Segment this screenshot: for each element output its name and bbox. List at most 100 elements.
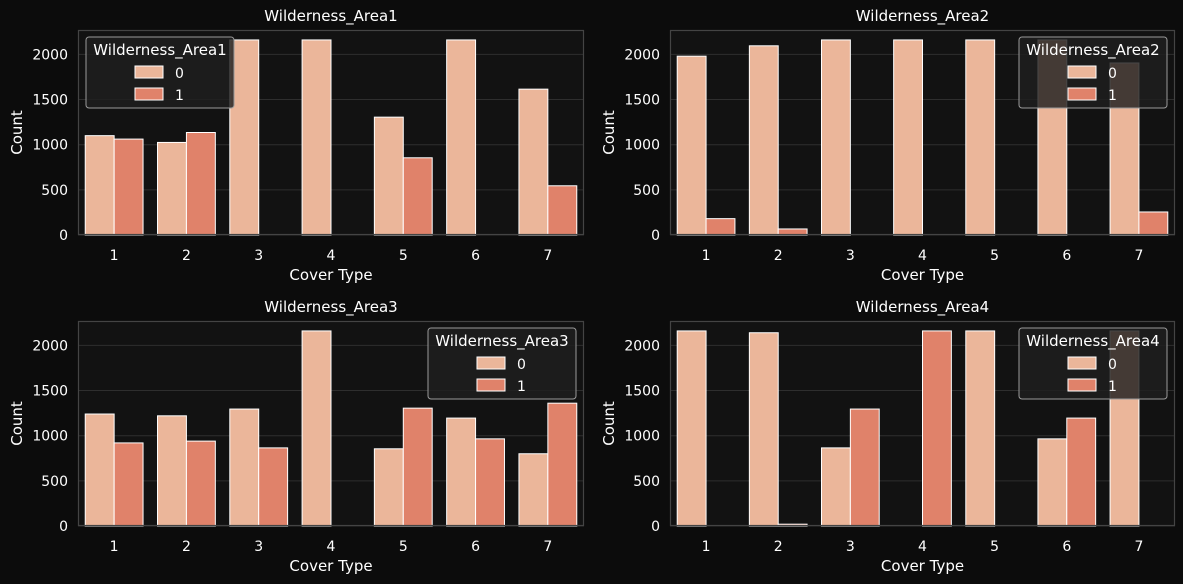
x-tick-label: 6	[471, 539, 480, 555]
x-tick-label: 1	[702, 539, 711, 555]
legend-title: Wilderness_Area3	[435, 332, 568, 351]
bar	[446, 39, 477, 236]
y-axis-label: Count	[600, 110, 618, 155]
bar	[373, 116, 404, 236]
x-tick-label: 2	[774, 539, 783, 555]
x-tick-label: 6	[471, 248, 480, 264]
legend-label: 0	[1108, 66, 1117, 82]
bar	[893, 39, 924, 236]
x-tick-label: 2	[182, 539, 191, 555]
bar	[185, 440, 216, 527]
bar	[748, 332, 779, 527]
y-tick-label: 2000	[32, 338, 68, 354]
bar	[547, 402, 578, 527]
bar	[676, 55, 707, 236]
legend-swatch	[1067, 378, 1097, 392]
bar	[229, 408, 260, 527]
x-tick-label: 7	[543, 248, 552, 264]
x-tick-label: 5	[990, 248, 999, 264]
legend-title: Wilderness_Area2	[1026, 41, 1159, 60]
y-tick-label: 500	[41, 474, 68, 490]
legend: Wilderness_Area4 0 1	[1018, 327, 1168, 400]
bar	[185, 132, 216, 236]
y-tick-label: 500	[41, 183, 68, 199]
y-tick-label: 500	[633, 474, 660, 490]
bar	[821, 447, 851, 527]
legend-swatch	[476, 356, 506, 370]
legend-swatch	[1067, 356, 1097, 370]
bar	[84, 413, 115, 527]
bar	[547, 185, 578, 236]
legend: Wilderness_Area3 0 1	[427, 327, 577, 400]
y-tick-label: 500	[633, 183, 660, 199]
x-tick-label: 5	[990, 539, 999, 555]
y-axis-label: Count	[8, 401, 26, 446]
y-tick-label: 1500	[32, 384, 68, 400]
x-tick-label: 4	[918, 539, 927, 555]
chart-title: Wilderness_Area4	[856, 298, 989, 317]
y-tick-label: 1000	[32, 429, 68, 445]
x-tick-label: 2	[774, 248, 783, 264]
legend: Wilderness_Area1 0 1	[85, 36, 235, 109]
legend-label: 1	[1108, 88, 1117, 104]
x-tick-label: 5	[399, 539, 408, 555]
x-axis-label: Cover Type	[289, 557, 372, 575]
bar	[705, 218, 736, 236]
legend-label: 0	[175, 66, 184, 82]
bar	[475, 438, 505, 527]
bar	[748, 45, 779, 236]
legend-swatch	[1067, 65, 1097, 79]
bar	[157, 141, 187, 236]
chart-title: Wilderness_Area2	[856, 7, 989, 26]
bar	[1138, 211, 1169, 236]
subplot-4: 0 500 1000 1500 2000 1 2 3 4 5 6 7 Wilderness_Area4 C…	[600, 298, 1176, 575]
bar	[849, 408, 880, 527]
x-tick-label: 4	[327, 539, 336, 555]
legend-label: 1	[1108, 379, 1117, 395]
bar	[258, 447, 289, 527]
x-tick-label: 1	[110, 248, 119, 264]
x-tick-label: 3	[254, 539, 263, 555]
x-tick-label: 5	[399, 248, 408, 264]
bar	[402, 157, 433, 236]
y-axis-label: Count	[600, 401, 618, 446]
y-tick-label: 0	[59, 519, 68, 535]
y-tick-label: 0	[651, 228, 660, 244]
legend-title: Wilderness_Area4	[1026, 332, 1159, 351]
x-tick-label: 4	[918, 248, 927, 264]
x-tick-label: 3	[846, 539, 855, 555]
x-tick-label: 7	[1134, 539, 1143, 555]
bar	[301, 39, 332, 236]
chart-title: Wilderness_Area3	[264, 298, 397, 317]
chart-title: Wilderness_Area1	[264, 7, 397, 26]
x-tick-label: 6	[1062, 248, 1071, 264]
axes-frame	[669, 320, 1176, 527]
axes-frame	[669, 29, 1176, 236]
y-tick-label: 2000	[624, 338, 660, 354]
x-tick-label: 3	[254, 248, 263, 264]
bar	[229, 39, 260, 236]
legend-swatch	[476, 378, 506, 392]
x-tick-label: 1	[110, 539, 119, 555]
x-tick-label: 1	[702, 248, 711, 264]
bar	[446, 417, 477, 527]
y-tick-label: 0	[59, 228, 68, 244]
y-axis-label: Count	[8, 110, 26, 155]
bar	[113, 138, 144, 236]
legend: Wilderness_Area2 0 1	[1018, 36, 1168, 109]
x-axis-label: Cover Type	[289, 266, 372, 284]
bar	[518, 453, 549, 527]
legend-title: Wilderness_Area1	[93, 41, 226, 60]
bar	[676, 330, 707, 527]
bar	[965, 330, 996, 527]
bar	[373, 448, 404, 527]
y-tick-label: 1500	[32, 93, 68, 109]
y-tick-label: 1000	[624, 429, 660, 445]
y-tick-label: 1500	[624, 384, 660, 400]
x-tick-label: 7	[1134, 248, 1143, 264]
x-axis-label: Cover Type	[881, 266, 964, 284]
legend-swatch	[1067, 87, 1097, 101]
bar	[301, 330, 332, 527]
y-tick-label: 2000	[624, 47, 660, 63]
